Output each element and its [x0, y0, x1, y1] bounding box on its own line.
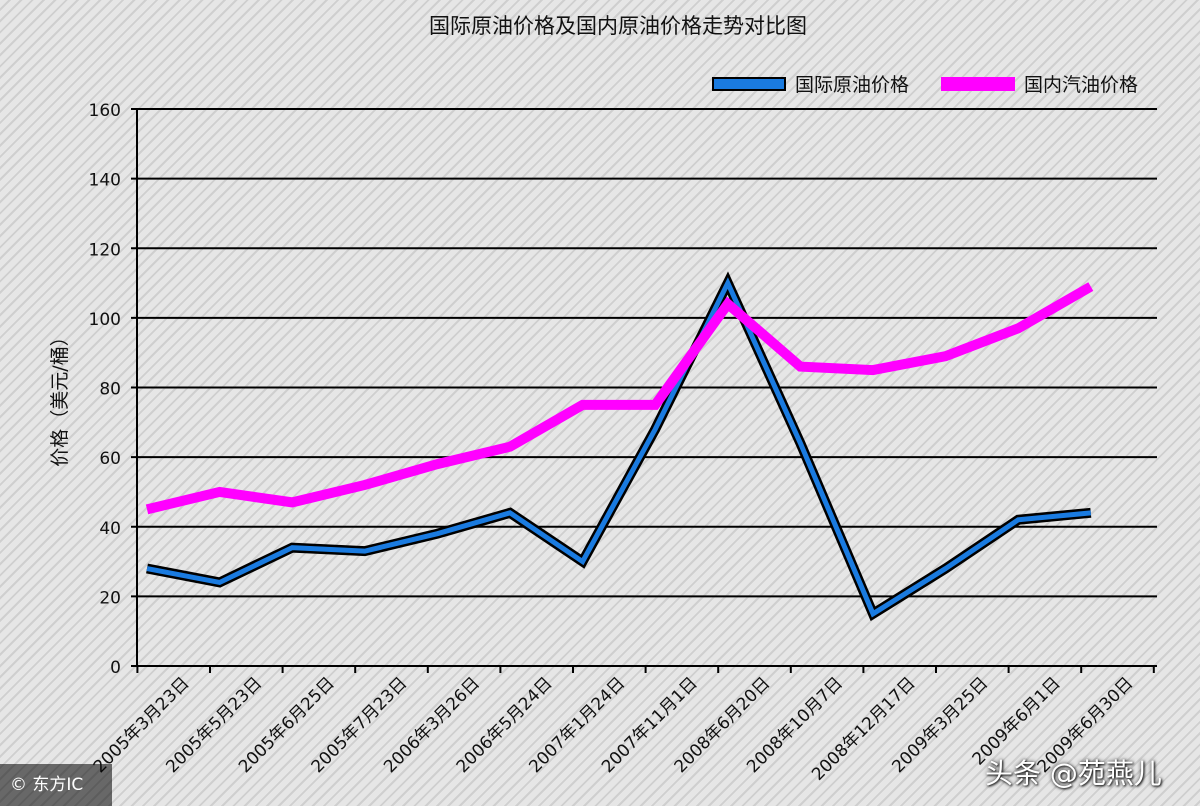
- y-tick-label: 60: [99, 449, 121, 469]
- legend-label: 国内汽油价格: [1024, 74, 1138, 96]
- data-point: [871, 368, 875, 372]
- data-point: [1089, 511, 1093, 515]
- y-tick-label: 160: [89, 101, 121, 121]
- data-point: [798, 441, 802, 445]
- y-tick-label: 140: [89, 171, 121, 191]
- y-tick-label: 80: [99, 380, 121, 400]
- data-point: [871, 612, 875, 616]
- data-point: [581, 403, 585, 407]
- watermark-left: © 东方IC: [0, 764, 112, 806]
- series-line: [146, 277, 1092, 618]
- y-tick-label: 120: [89, 240, 121, 260]
- data-point: [218, 490, 222, 494]
- y-tick-label: 40: [99, 519, 121, 539]
- y-tick-label: 100: [89, 310, 121, 330]
- legend-swatch: [941, 77, 1015, 91]
- data-point: [435, 532, 439, 536]
- data-point: [363, 483, 367, 487]
- y-tick-label: 0: [110, 658, 121, 678]
- data-point: [798, 365, 802, 369]
- data-point: [1016, 326, 1020, 330]
- data-point: [944, 567, 948, 571]
- data-point: [145, 567, 149, 571]
- legend-swatch: [714, 79, 784, 89]
- data-point: [581, 560, 585, 564]
- series-1: [145, 282, 1094, 515]
- legend: 国际原油价格 国内汽油价格: [712, 74, 1138, 96]
- series-0: [145, 271, 1093, 622]
- data-point: [653, 427, 657, 431]
- data-point: [653, 403, 657, 407]
- grid: [137, 108, 1157, 598]
- watermark-right: 头条 @苑燕儿: [985, 757, 1162, 790]
- data-point: [1089, 285, 1093, 289]
- data-point: [290, 500, 294, 504]
- data-point: [363, 549, 367, 553]
- series-line: [145, 282, 1094, 515]
- data-point: [944, 354, 948, 358]
- y-axis-label: 价格（美元/桶）: [49, 327, 71, 466]
- series-layer: [145, 271, 1094, 622]
- y-tick-label: 20: [99, 588, 121, 608]
- data-point: [218, 580, 222, 584]
- data-point: [145, 507, 149, 511]
- data-point: [726, 302, 730, 306]
- data-point: [726, 281, 730, 285]
- chart-title: 国际原油价格及国内原油价格走势对比图: [429, 14, 807, 38]
- data-point: [508, 445, 512, 449]
- data-point: [290, 546, 294, 550]
- data-point: [508, 511, 512, 515]
- data-point: [435, 462, 439, 466]
- legend-label: 国际原油价格: [795, 74, 909, 96]
- y-ticks: 0 20 40 60 80 100 120 140 160: [89, 101, 137, 678]
- data-point: [1016, 518, 1020, 522]
